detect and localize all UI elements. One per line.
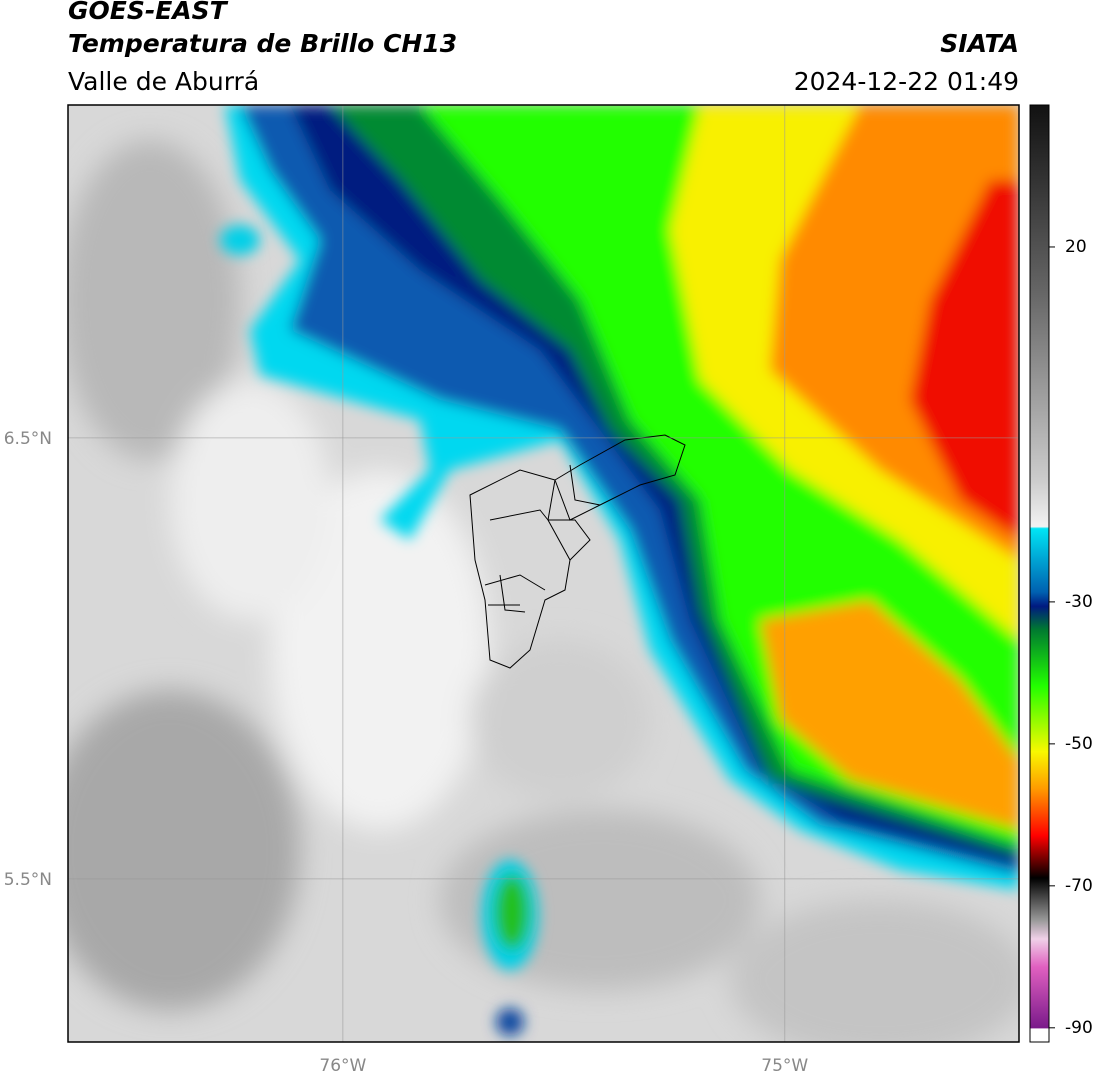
- x-tick-label: 75°W: [761, 1056, 808, 1076]
- timestamp: 2024-12-22 01:49: [794, 67, 1019, 96]
- y-tick-label: 6.5°N: [4, 429, 52, 449]
- graticule: [68, 105, 1019, 1042]
- x-tick-label: 76°W: [319, 1056, 366, 1076]
- colorbar: [1029, 104, 1050, 1043]
- colorbar-tick-label: -70: [1065, 876, 1093, 896]
- title: GOES-EAST: [68, 0, 229, 25]
- subtitle: Temperatura de Brillo CH13: [68, 29, 457, 58]
- municipal-boundaries: [469, 434, 686, 669]
- colorbar-tick-label: -90: [1065, 1018, 1093, 1038]
- colorbar-tick-label: 20: [1065, 237, 1087, 257]
- colorbar-tick-label: -50: [1065, 734, 1093, 754]
- colorbar-tick-label: -30: [1065, 592, 1093, 612]
- region: Valle de Aburrá: [68, 67, 259, 96]
- y-tick-label: 5.5°N: [4, 870, 52, 890]
- map-frame: [67, 104, 1020, 1043]
- source: SIATA: [940, 29, 1019, 58]
- satellite-image: [68, 105, 1019, 1042]
